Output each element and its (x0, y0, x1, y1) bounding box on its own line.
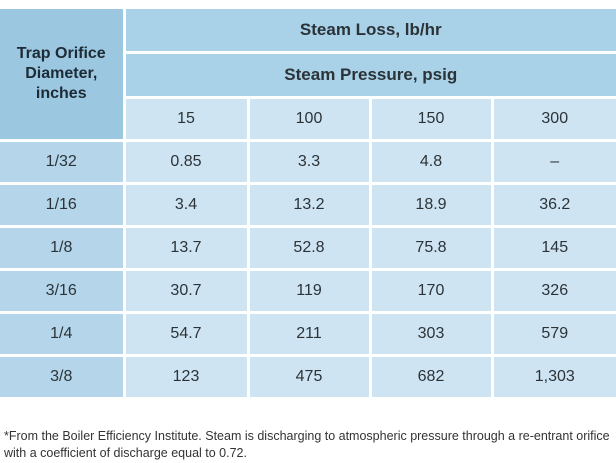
row-label: 3/16 (0, 268, 126, 313)
table-row: 3/8 123 475 682 1,303 (0, 354, 616, 397)
column-header: 150 (370, 97, 494, 141)
table-cell: 36.2 (492, 182, 616, 227)
table-cell: 18.9 (370, 182, 494, 227)
table-cell: 303 (370, 311, 494, 356)
table-cell: 1,303 (492, 354, 616, 397)
row-label: 3/8 (0, 354, 126, 397)
row-label: 1/8 (0, 225, 126, 270)
row-header: Trap Orifice Diameter, inches (0, 9, 126, 141)
table-cell: 475 (248, 354, 372, 397)
table-row: 3/16 30.7 119 170 326 (0, 268, 616, 313)
steam-loss-table: Trap Orifice Diameter, inches Steam Loss… (0, 9, 616, 397)
table-cell: 30.7 (124, 268, 250, 313)
table-cell: 579 (492, 311, 616, 356)
table-cell: 211 (248, 311, 372, 356)
table-cell: 3.3 (248, 139, 372, 184)
row-label: 1/4 (0, 311, 126, 356)
table-cell: 682 (370, 354, 494, 397)
column-header: 15 (124, 97, 250, 141)
table-row: 1/32 0.85 3.3 4.8 – (0, 139, 616, 184)
row-label: 1/32 (0, 139, 126, 184)
table-cell: 54.7 (124, 311, 250, 356)
table-cell: – (492, 139, 616, 184)
table-cell: 52.8 (248, 225, 372, 270)
column-header: 300 (492, 97, 616, 141)
table-row: 1/8 13.7 52.8 75.8 145 (0, 225, 616, 270)
table-footnote: *From the Boiler Efficiency Institute. S… (4, 429, 610, 460)
table-cell: 4.8 (370, 139, 494, 184)
table-cell: 326 (492, 268, 616, 313)
table-cell: 145 (492, 225, 616, 270)
row-label: 1/16 (0, 182, 126, 227)
table-cell: 13.2 (248, 182, 372, 227)
table-cell: 75.8 (370, 225, 494, 270)
sub-header: Steam Pressure, psig (124, 52, 616, 99)
table-cell: 0.85 (124, 139, 250, 184)
table-cell: 170 (370, 268, 494, 313)
table-row: 1/4 54.7 211 303 579 (0, 311, 616, 356)
table-cell: 3.4 (124, 182, 250, 227)
group-header: Steam Loss, lb/hr (124, 9, 616, 54)
table-cell: 123 (124, 354, 250, 397)
table-cell: 13.7 (124, 225, 250, 270)
table-row: 1/16 3.4 13.2 18.9 36.2 (0, 182, 616, 227)
column-header: 100 (248, 97, 372, 141)
table-cell: 119 (248, 268, 372, 313)
